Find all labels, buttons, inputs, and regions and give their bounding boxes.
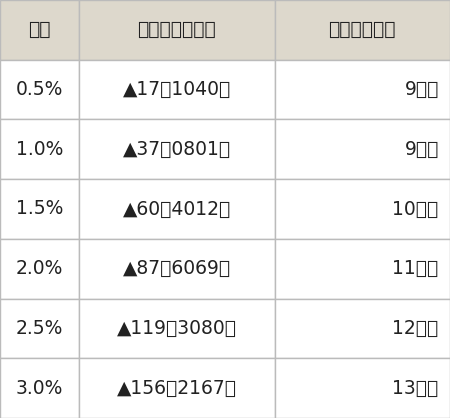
Bar bbox=[79, 120, 274, 179]
Bar bbox=[0, 0, 79, 60]
Text: ▲156万2167円: ▲156万2167円 bbox=[117, 379, 237, 398]
Text: 金利: 金利 bbox=[28, 20, 50, 39]
Text: 12カ月: 12カ月 bbox=[392, 319, 439, 338]
Bar bbox=[0, 298, 79, 358]
Bar bbox=[274, 120, 450, 179]
Bar bbox=[0, 120, 79, 179]
Bar bbox=[274, 358, 450, 418]
Text: 利息カット効果: 利息カット効果 bbox=[137, 20, 216, 39]
Bar bbox=[79, 0, 274, 60]
Text: 2.0%: 2.0% bbox=[16, 259, 63, 278]
Bar bbox=[79, 179, 274, 239]
Bar bbox=[274, 239, 450, 298]
Text: ▲60万4012円: ▲60万4012円 bbox=[122, 199, 231, 219]
Text: ▲17万1040円: ▲17万1040円 bbox=[122, 80, 231, 99]
Text: ▲87万6069円: ▲87万6069円 bbox=[122, 259, 231, 278]
Text: 1.0%: 1.0% bbox=[16, 140, 63, 159]
Text: 9カ月: 9カ月 bbox=[405, 80, 439, 99]
Bar bbox=[79, 298, 274, 358]
Bar bbox=[0, 179, 79, 239]
Text: 1.5%: 1.5% bbox=[16, 199, 63, 219]
Text: 9カ月: 9カ月 bbox=[405, 140, 439, 159]
Bar bbox=[274, 298, 450, 358]
Text: 10カ月: 10カ月 bbox=[392, 199, 439, 219]
Text: 3.0%: 3.0% bbox=[16, 379, 63, 398]
Bar bbox=[274, 179, 450, 239]
Bar bbox=[0, 358, 79, 418]
Text: 2.5%: 2.5% bbox=[16, 319, 63, 338]
Bar bbox=[0, 239, 79, 298]
Bar bbox=[274, 60, 450, 120]
Bar bbox=[79, 358, 274, 418]
Text: ▲119万3080円: ▲119万3080円 bbox=[117, 319, 237, 338]
Bar bbox=[79, 239, 274, 298]
Text: ▲37万0801円: ▲37万0801円 bbox=[122, 140, 231, 159]
Bar bbox=[0, 60, 79, 120]
Bar bbox=[274, 0, 450, 60]
Text: 11カ月: 11カ月 bbox=[392, 259, 439, 278]
Text: 0.5%: 0.5% bbox=[16, 80, 63, 99]
Text: 返済期間短縮: 返済期間短縮 bbox=[328, 20, 396, 39]
Bar bbox=[79, 60, 274, 120]
Text: 13カ月: 13カ月 bbox=[392, 379, 439, 398]
